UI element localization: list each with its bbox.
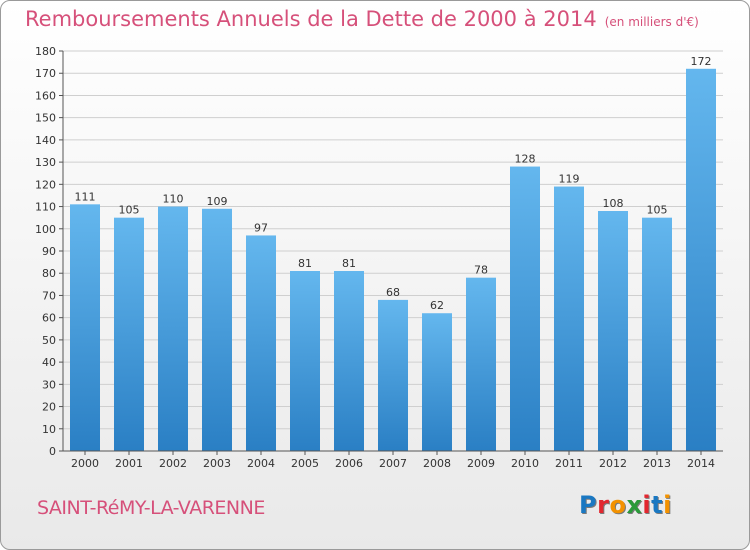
x-tick-label: 2003: [203, 457, 231, 470]
data-label-2001: 105: [119, 204, 140, 217]
logo-letter: x: [626, 491, 643, 519]
y-tick-label: 40: [42, 356, 56, 369]
x-tick-label: 2005: [291, 457, 319, 470]
proxiti-logo: Proxiti: [579, 491, 672, 519]
data-label-2014: 172: [691, 55, 712, 68]
y-tick-label: 120: [35, 178, 56, 191]
data-label-2000: 111: [75, 190, 96, 203]
y-tick-label: 130: [35, 156, 56, 169]
x-tick-label: 2008: [423, 457, 451, 470]
y-tick-label: 0: [49, 445, 56, 458]
data-label-2005: 81: [298, 257, 312, 270]
axes: 0 10 20 30 40 50 60 70 80 90 100 110 120 130 140 150 160…: [35, 45, 723, 470]
y-tick-label: 100: [35, 223, 56, 236]
commune-name: SAINT-RéMY-LA-VARENNE: [37, 497, 265, 519]
data-label-2006: 81: [342, 257, 356, 270]
logo-letter: i: [642, 491, 652, 519]
y-tick-label: 10: [42, 423, 56, 436]
y-tick-label: 90: [42, 245, 56, 258]
data-label-2003: 109: [207, 195, 228, 208]
x-tick-label: 2014: [687, 457, 715, 470]
data-label-2012: 108: [603, 197, 624, 210]
unit-note: (en milliers d'€): [604, 15, 699, 29]
bar-2011: [554, 186, 584, 452]
bars: [70, 68, 716, 452]
bar-2013: [642, 217, 672, 451]
y-tick-label: 50: [42, 334, 56, 347]
x-tick-label: 2000: [71, 457, 99, 470]
x-tick-label: 2010: [511, 457, 539, 470]
bar-2014: [686, 68, 716, 452]
x-tick-label: 2012: [599, 457, 627, 470]
data-label-2007: 68: [386, 286, 400, 299]
y-tick-label: 30: [42, 378, 56, 391]
x-tick-label: 2009: [467, 457, 495, 470]
x-tick-label: 2001: [115, 457, 143, 470]
bar-2012: [598, 211, 628, 451]
x-tick-label: 2004: [247, 457, 275, 470]
data-label-2013: 105: [647, 204, 668, 217]
chart-title-text: Remboursements Annuels de la Dette de 20…: [25, 7, 597, 31]
bar-2002: [158, 206, 188, 451]
data-label-2009: 78: [474, 264, 488, 277]
y-tick-label: 170: [35, 67, 56, 80]
y-tick-label: 140: [35, 134, 56, 147]
bar-2004: [246, 235, 276, 451]
y-tick-label: 80: [42, 267, 56, 280]
bar-2010: [510, 166, 540, 452]
logo-letter: t: [651, 491, 664, 519]
data-label-2011: 119: [559, 173, 580, 186]
x-tick-label: 2007: [379, 457, 407, 470]
logo-letter: P: [579, 491, 598, 519]
y-tick-label: 160: [35, 89, 56, 102]
bar-2006: [334, 271, 364, 451]
data-label-2010: 128: [515, 153, 536, 166]
logo-letter: o: [609, 491, 627, 519]
y-tick-label: 150: [35, 112, 56, 125]
logo-letter: r: [597, 491, 610, 519]
bar-2007: [378, 299, 408, 451]
bar-2003: [202, 208, 232, 451]
data-label-2002: 110: [163, 193, 184, 206]
data-labels: 111 105 110 109 97 81 81 68 62 78 128 119 108 105 172: [75, 55, 712, 312]
x-tick-label: 2006: [335, 457, 363, 470]
bar-2008: [422, 313, 452, 451]
y-tick-label: 70: [42, 289, 56, 302]
y-tick-label: 110: [35, 201, 56, 214]
x-tick-label: 2013: [643, 457, 671, 470]
x-tick-label: 2002: [159, 457, 187, 470]
x-tick-label: 2011: [555, 457, 583, 470]
data-label-2008: 62: [430, 299, 444, 312]
chart-title: Remboursements Annuels de la Dette de 20…: [25, 7, 699, 31]
bar-2000: [70, 204, 100, 451]
bar-2005: [290, 271, 320, 451]
logo-letter: i: [663, 491, 672, 519]
y-tick-label: 60: [42, 312, 56, 325]
bar-2001: [114, 217, 144, 451]
y-tick-label: 20: [42, 401, 56, 414]
data-label-2004: 97: [254, 221, 268, 234]
bar-2009: [466, 277, 496, 451]
y-tick-label: 180: [35, 45, 56, 58]
